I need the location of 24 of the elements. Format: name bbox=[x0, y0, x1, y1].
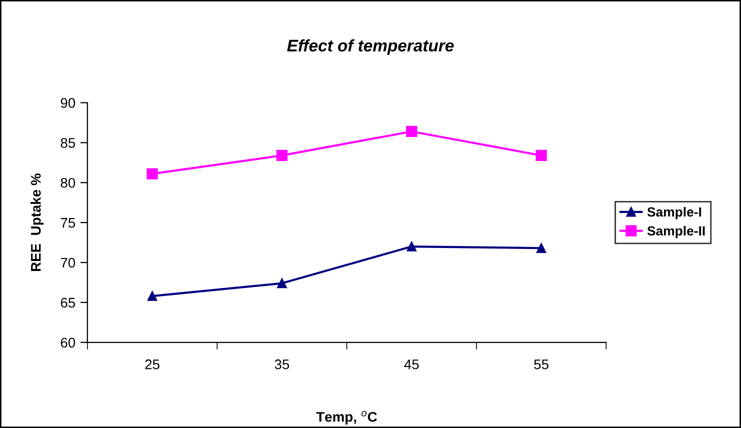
x-axis-title: Temp, $^{o}$C bbox=[316, 410, 377, 425]
y-tick-label: 70 bbox=[60, 258, 76, 268]
point bbox=[406, 242, 416, 252]
point bbox=[146, 168, 158, 180]
y-tick-label: 80 bbox=[60, 178, 76, 188]
legend-label: Sample-II bbox=[647, 226, 705, 238]
x-tick-label: 45 bbox=[404, 360, 419, 370]
x-tick-label: 55 bbox=[534, 360, 548, 370]
point bbox=[536, 150, 547, 162]
point bbox=[147, 291, 158, 301]
y-tick-label: 85 bbox=[60, 138, 76, 148]
x-tick-label: 25 bbox=[145, 359, 160, 370]
y-tick-label: 90 bbox=[60, 98, 76, 108]
y-axis-title: REE Uptake % bbox=[30, 174, 44, 272]
chart-title: Effect of temperature bbox=[287, 39, 454, 55]
point bbox=[406, 126, 418, 138]
legend-label: Sample-I bbox=[647, 206, 702, 220]
y-tick-label: 75 bbox=[60, 218, 76, 228]
point bbox=[276, 150, 288, 162]
point bbox=[536, 243, 546, 253]
y-tick-label: 60 bbox=[60, 338, 76, 348]
x-tick-label: 35 bbox=[274, 359, 290, 370]
point bbox=[277, 278, 287, 288]
y-tick-label: 65 bbox=[60, 298, 76, 308]
